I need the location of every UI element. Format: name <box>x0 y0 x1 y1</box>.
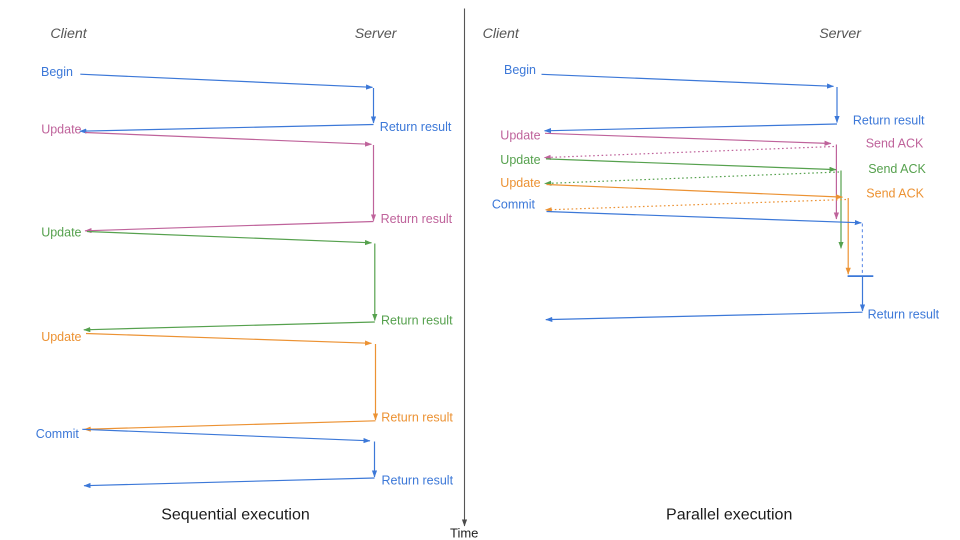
svg-text:Return result: Return result <box>382 473 454 487</box>
svg-text:Send ACK: Send ACK <box>866 137 924 151</box>
svg-text:Send ACK: Send ACK <box>866 186 924 200</box>
svg-text:Server: Server <box>819 26 862 42</box>
svg-text:Return result: Return result <box>853 114 925 128</box>
svg-text:Server: Server <box>355 26 398 42</box>
svg-text:Begin: Begin <box>41 65 73 79</box>
svg-text:Sequential execution: Sequential execution <box>161 507 310 524</box>
svg-text:Return result: Return result <box>381 212 453 226</box>
svg-text:Update: Update <box>41 226 81 240</box>
svg-text:Return result: Return result <box>868 308 940 322</box>
svg-text:Send ACK: Send ACK <box>868 162 926 176</box>
svg-text:Parallel execution: Parallel execution <box>666 507 792 524</box>
svg-text:Update: Update <box>500 153 540 167</box>
svg-text:Update: Update <box>500 128 540 142</box>
svg-text:Return result: Return result <box>381 411 453 425</box>
svg-text:Return result: Return result <box>381 314 453 328</box>
svg-text:Commit: Commit <box>36 427 80 441</box>
svg-text:Client: Client <box>50 26 87 42</box>
svg-text:Update: Update <box>41 122 81 136</box>
svg-text:Begin: Begin <box>504 63 536 77</box>
svg-text:Return result: Return result <box>380 120 452 134</box>
svg-text:Update: Update <box>41 330 81 344</box>
svg-text:Update: Update <box>500 176 540 190</box>
svg-text:Commit: Commit <box>492 197 536 211</box>
svg-text:Time: Time <box>450 526 478 540</box>
svg-text:Client: Client <box>483 26 520 42</box>
